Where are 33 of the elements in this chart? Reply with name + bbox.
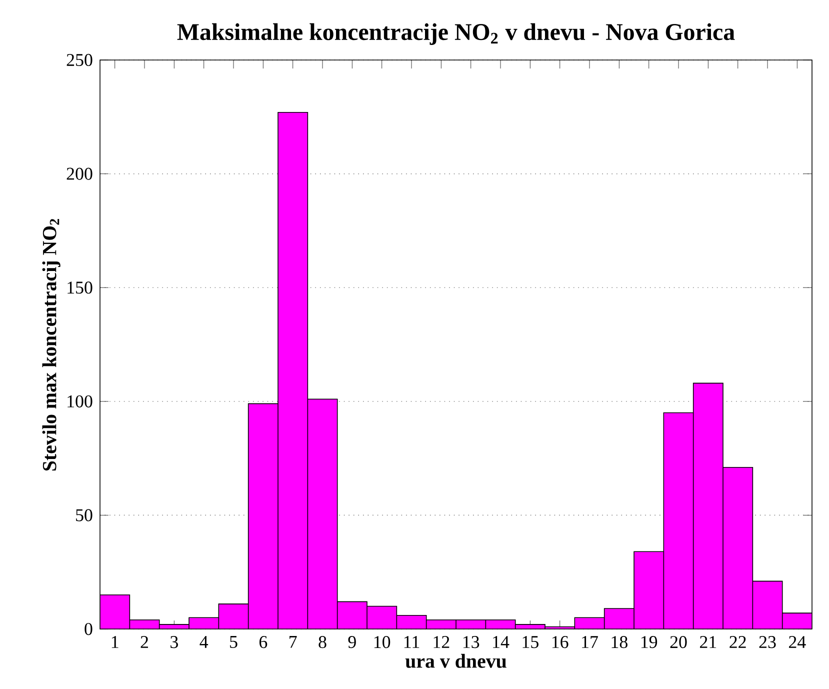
x-tick-label: 7 (290, 636, 297, 648)
x-tick-label: 20 (670, 636, 687, 648)
x-tick-label: 3 (170, 636, 178, 648)
x-tick-label: 2 (140, 636, 148, 648)
y-tick-label: 0 (84, 622, 92, 636)
x-tick-label: 16 (552, 636, 568, 648)
x-tick-label: 14 (493, 636, 510, 648)
y-tick-label: 50 (76, 509, 92, 522)
x-tick-label: 19 (641, 636, 658, 648)
x-tick-label: 10 (374, 636, 390, 648)
x-tick-label: 23 (759, 636, 776, 648)
y-axis-title: Stevilo max koncentracij NO$_{2}$ (42, 218, 60, 471)
y-tick-label: 200 (66, 168, 92, 180)
chart-title: Maksimalne koncentracije NO$_{2}$ v dnevu - Nova Gorica (177, 23, 735, 45)
x-axis-title: ura v dnevu (405, 654, 506, 668)
x-tick-label: 24 (788, 636, 806, 648)
x-tick-label: 15 (522, 636, 538, 648)
x-tick-label: 9 (348, 636, 356, 648)
x-tick-label: 22 (730, 636, 746, 648)
x-tick-label: 21 (700, 636, 716, 648)
x-tick-label: 13 (463, 636, 480, 648)
x-tick-label: 12 (434, 636, 450, 648)
x-tick-label: 17 (582, 636, 598, 648)
x-tick-label: 4 (200, 636, 208, 648)
x-tick-label: 1 (112, 636, 118, 648)
y-tick-label: 250 (66, 54, 92, 66)
x-tick-label: 8 (318, 636, 326, 648)
y-tick-label: 150 (68, 282, 92, 294)
x-tick-label: 5 (230, 636, 238, 648)
y-tick-label: 100 (68, 395, 92, 408)
x-tick-label: 11 (404, 636, 420, 648)
x-tick-label: 6 (259, 636, 268, 648)
x-tick-label: 18 (612, 636, 628, 648)
